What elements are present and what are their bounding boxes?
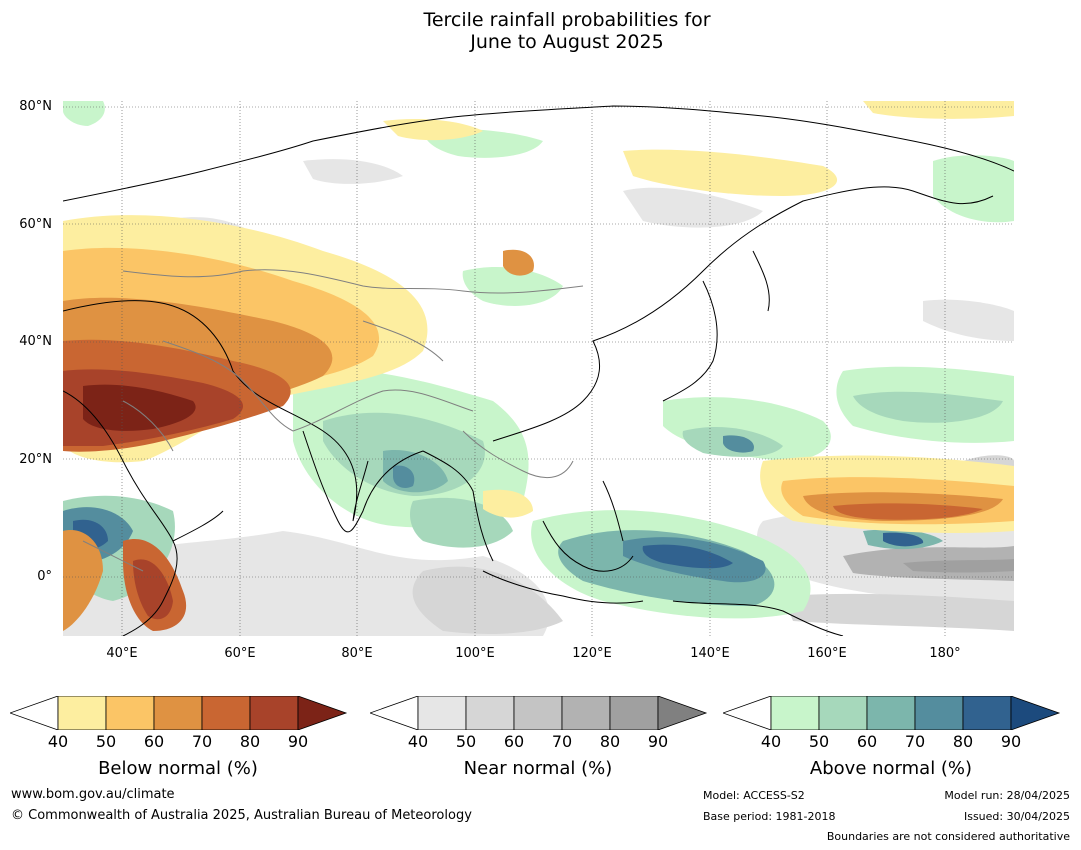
chart-title: Tercile rainfall probabilities for June …	[0, 9, 1081, 53]
colorbar-segment	[866, 695, 916, 731]
title-line-2: June to August 2025	[470, 31, 664, 53]
lat-label-60n: 60°N	[19, 217, 52, 232]
country-boundaries	[82, 269, 584, 572]
above-normal-patches	[63, 101, 1014, 619]
colorbar-segment	[105, 695, 155, 731]
disclaimer-text: Boundaries are not considered authoritat…	[826, 830, 1070, 843]
tick-label: 40	[407, 732, 429, 751]
colorbar-segment	[153, 695, 203, 731]
base-period-text: Base period: 1981-2018	[703, 810, 836, 823]
tick-label: 70	[191, 732, 213, 751]
tick-label: 70	[551, 732, 573, 751]
lon-label-80e: 80°E	[341, 646, 373, 661]
lon-label-40e: 40°E	[106, 646, 138, 661]
model-text: Model: ACCESS-S2	[703, 789, 805, 802]
tick-label: 80	[952, 732, 974, 751]
tick-label: 60	[856, 732, 878, 751]
lon-label-120e: 120°E	[572, 646, 612, 661]
lon-label-160e: 160°E	[807, 646, 847, 661]
map-svg	[63, 101, 1014, 636]
colorbar-segment	[770, 695, 820, 731]
issued-text: Issued: 30/04/2025	[963, 810, 1070, 823]
coastlines	[63, 105, 1014, 636]
lat-label-80n: 80°N	[19, 99, 52, 114]
colorbar-segment	[914, 695, 964, 731]
tick-label: 80	[239, 732, 261, 751]
tick-label: 50	[455, 732, 477, 751]
colorbar-segment	[465, 695, 515, 731]
colorbar-segment	[201, 695, 251, 731]
tick-label: 50	[808, 732, 830, 751]
colorbar-below-svg	[8, 695, 348, 731]
colorbar-segment	[57, 695, 107, 731]
colorbar-below-title: Below normal (%)	[98, 758, 258, 779]
tick-label: 60	[143, 732, 165, 751]
colorbar-near	[368, 695, 710, 734]
colorbar-above-svg	[721, 695, 1061, 731]
colorbar-extend-low	[8, 695, 59, 731]
lon-label-60e: 60°E	[224, 646, 256, 661]
title-line-1: Tercile rainfall probabilities for	[423, 9, 711, 31]
colorbar-segment	[417, 695, 467, 731]
website-link[interactable]: www.bom.gov.au/climate	[11, 787, 175, 802]
lat-label-20n: 20°N	[19, 452, 52, 467]
below-normal-patches	[63, 101, 1014, 631]
tick-label: 90	[287, 732, 309, 751]
tick-label: 60	[503, 732, 525, 751]
tick-label: 70	[904, 732, 926, 751]
colorbar-above-title: Above normal (%)	[809, 758, 973, 779]
lon-label-140e: 140°E	[690, 646, 730, 661]
colorbar-near-title: Near normal (%)	[463, 758, 613, 779]
tick-label: 90	[1000, 732, 1022, 751]
colorbar-segment	[818, 695, 868, 731]
colorbar-segment	[513, 695, 563, 731]
colorbar-above	[721, 695, 1063, 734]
tick-label: 80	[599, 732, 621, 751]
copyright-text: © Commonwealth of Australia 2025, Austra…	[11, 808, 472, 823]
lon-label-100e: 100°E	[455, 646, 495, 661]
lon-label-180: 180°	[929, 646, 961, 661]
lat-label-40n: 40°N	[19, 334, 52, 349]
colorbar-extend-low	[721, 695, 772, 731]
lat-label-0: 0°	[37, 569, 52, 584]
colorbar-segment	[609, 695, 659, 731]
colorbar-extend-low	[368, 695, 419, 731]
colorbar-below	[8, 695, 350, 734]
gridlines	[63, 101, 1014, 636]
tick-label: 40	[47, 732, 69, 751]
model-run-text: Model run: 28/04/2025	[944, 789, 1070, 802]
tick-label: 50	[95, 732, 117, 751]
colorbar-extend-high	[1010, 695, 1061, 731]
colorbar-segment	[962, 695, 1012, 731]
colorbar-segment	[561, 695, 611, 731]
probability-map	[63, 101, 1014, 636]
tick-label: 40	[760, 732, 782, 751]
colorbar-extend-high	[297, 695, 348, 731]
tick-label: 90	[647, 732, 669, 751]
colorbar-segment	[249, 695, 299, 731]
colorbar-near-svg	[368, 695, 708, 731]
colorbar-extend-high	[657, 695, 708, 731]
